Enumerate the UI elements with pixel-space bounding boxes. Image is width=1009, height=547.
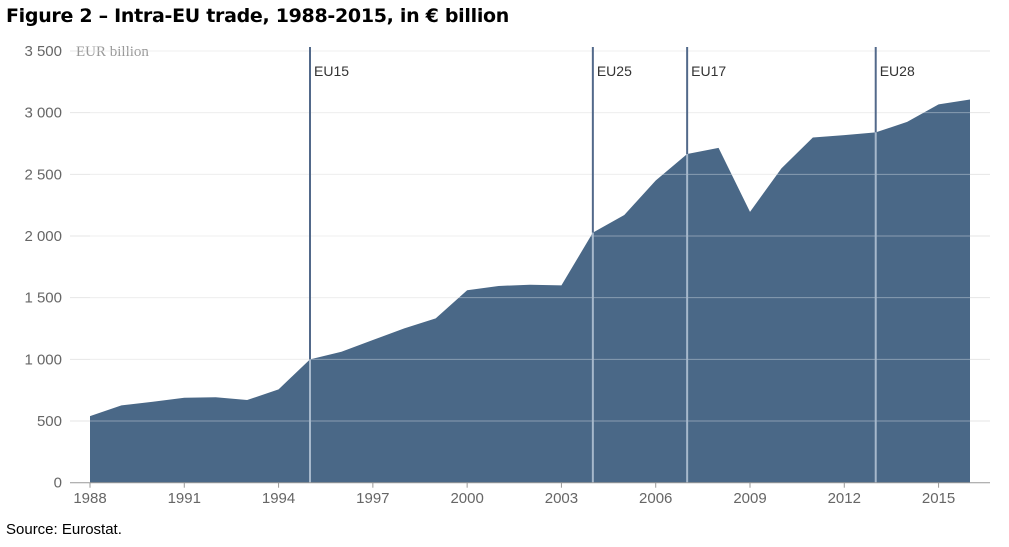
y-tick-label: 3 000 xyxy=(24,105,62,122)
y-tick-label: 2 000 xyxy=(24,228,62,245)
y-tick-label: 1 500 xyxy=(24,290,62,307)
event-label: EU15 xyxy=(314,63,349,79)
y-tick-label: 3 500 xyxy=(24,43,62,60)
y-axis-unit: EUR billion xyxy=(76,44,149,60)
x-tick-label: 2012 xyxy=(828,490,861,507)
x-tick-label: 1994 xyxy=(262,490,295,507)
source-note: Source: Eurostat. xyxy=(6,521,122,538)
y-tick-label: 500 xyxy=(37,413,62,430)
event-label: EU17 xyxy=(691,63,726,79)
x-tick-label: 1991 xyxy=(168,490,201,507)
x-tick-label: 1988 xyxy=(73,490,106,507)
x-tick-label: 2015 xyxy=(922,490,955,507)
area-series xyxy=(90,99,970,483)
event-label: EU25 xyxy=(597,63,632,79)
y-tick-label: 1 000 xyxy=(24,351,62,368)
y-tick-label: 0 xyxy=(54,475,62,492)
x-tick-label: 2003 xyxy=(545,490,578,507)
y-tick-label: 2 500 xyxy=(24,166,62,183)
figure-title: Figure 2 – Intra-EU trade, 1988-2015, in… xyxy=(6,5,510,27)
event-label: EU28 xyxy=(880,63,915,79)
x-tick-label: 2009 xyxy=(733,490,766,507)
x-tick-label: 1997 xyxy=(356,490,389,507)
x-tick-label: 2000 xyxy=(450,490,483,507)
x-tick-label: 2006 xyxy=(639,490,672,507)
